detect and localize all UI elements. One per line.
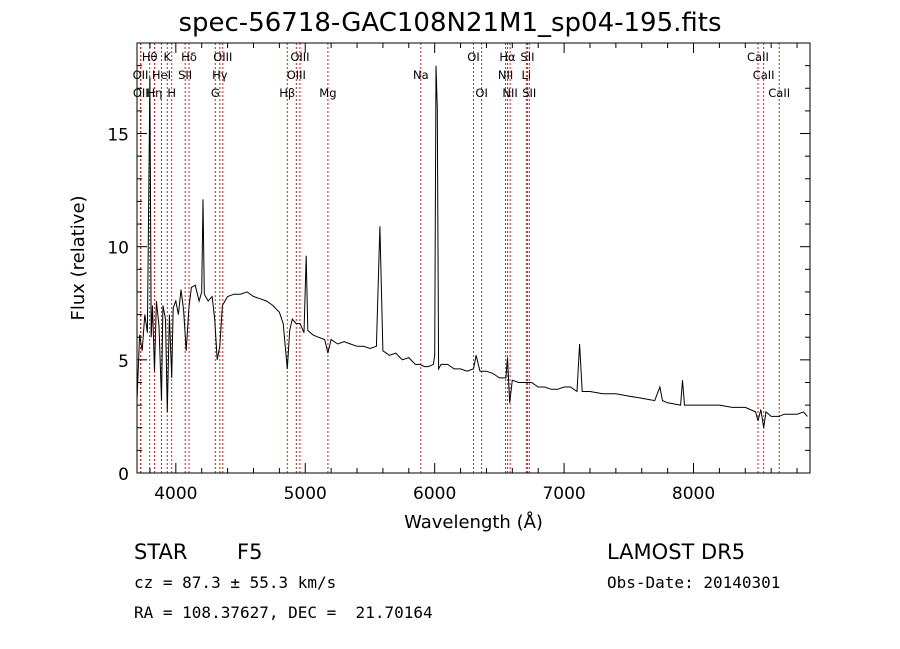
line-marker-label: K — [164, 50, 172, 64]
spectral-line-labels: Hθ K Hδ OIII OIII OI Hα SII CaII OII HeI SII Hγ OIII N… — [133, 50, 791, 100]
line-marker-label: Na — [413, 68, 429, 82]
x-tick-label: 8000 — [672, 484, 715, 504]
x-tick-label: 7000 — [542, 484, 585, 504]
survey-name: LAMOST DR5 — [607, 540, 746, 564]
x-axis-label: Wavelength (Å) — [404, 511, 543, 533]
y-tick-label: 0 — [118, 465, 129, 485]
y-axis-ticks: 0 5 10 15 — [107, 65, 810, 485]
line-marker-label: SII — [520, 50, 534, 64]
line-marker-label: CaII — [747, 50, 769, 64]
x-axis-ticks: 4000 5000 6000 7000 8000 — [149, 43, 798, 504]
line-marker-label: Hδ — [181, 50, 197, 64]
x-tick-label: 5000 — [284, 484, 327, 504]
line-marker-label: H — [167, 86, 176, 100]
x-tick-label: 6000 — [413, 484, 456, 504]
y-tick-label: 10 — [107, 239, 129, 259]
line-marker-label: CaII — [753, 68, 775, 82]
line-marker-label: Hγ — [212, 68, 228, 82]
line-marker-label: Hη — [147, 86, 163, 100]
line-marker-label: Hα — [499, 50, 516, 64]
object-subclass: F5 — [237, 540, 263, 564]
y-tick-label: 5 — [118, 352, 129, 372]
line-marker-label: NII — [502, 86, 517, 100]
line-marker-label: Li — [521, 68, 531, 82]
line-marker-label: SII — [522, 86, 536, 100]
plot-frame — [136, 42, 811, 474]
x-tick-label: 4000 — [154, 484, 197, 504]
y-tick-label: 15 — [107, 126, 129, 146]
line-marker-label: SII — [178, 68, 192, 82]
line-marker-label: OII — [133, 68, 149, 82]
line-marker-label: OIII — [290, 50, 309, 64]
line-marker-label: OIII — [287, 68, 306, 82]
line-marker-label: Mg — [319, 86, 336, 100]
spectral-line-markers — [139, 43, 780, 473]
line-marker-label: OIII — [213, 50, 232, 64]
line-marker-label: HeI — [152, 68, 171, 82]
object-class: STAR — [134, 540, 188, 564]
observation-date: Obs-Date: 20140301 — [607, 573, 781, 592]
spectrum-line — [136, 65, 808, 428]
line-marker-label: G — [211, 86, 220, 100]
line-marker-label: OI — [467, 50, 479, 64]
chart-title: spec-56718-GAC108N21M1_sp04-195.fits — [178, 8, 722, 38]
line-marker-label: OI — [475, 86, 487, 100]
line-marker-label: NII — [498, 68, 513, 82]
line-marker-label: Hβ — [279, 86, 295, 100]
ra-dec-coordinates: RA = 108.37627, DEC = 21.70164 — [134, 603, 433, 622]
redshift-velocity: cz = 87.3 ± 55.3 km/s — [134, 573, 337, 592]
y-axis-label: Flux (relative) — [68, 195, 89, 320]
line-marker-label: CaII — [768, 86, 790, 100]
line-marker-label: Hθ — [142, 50, 158, 64]
